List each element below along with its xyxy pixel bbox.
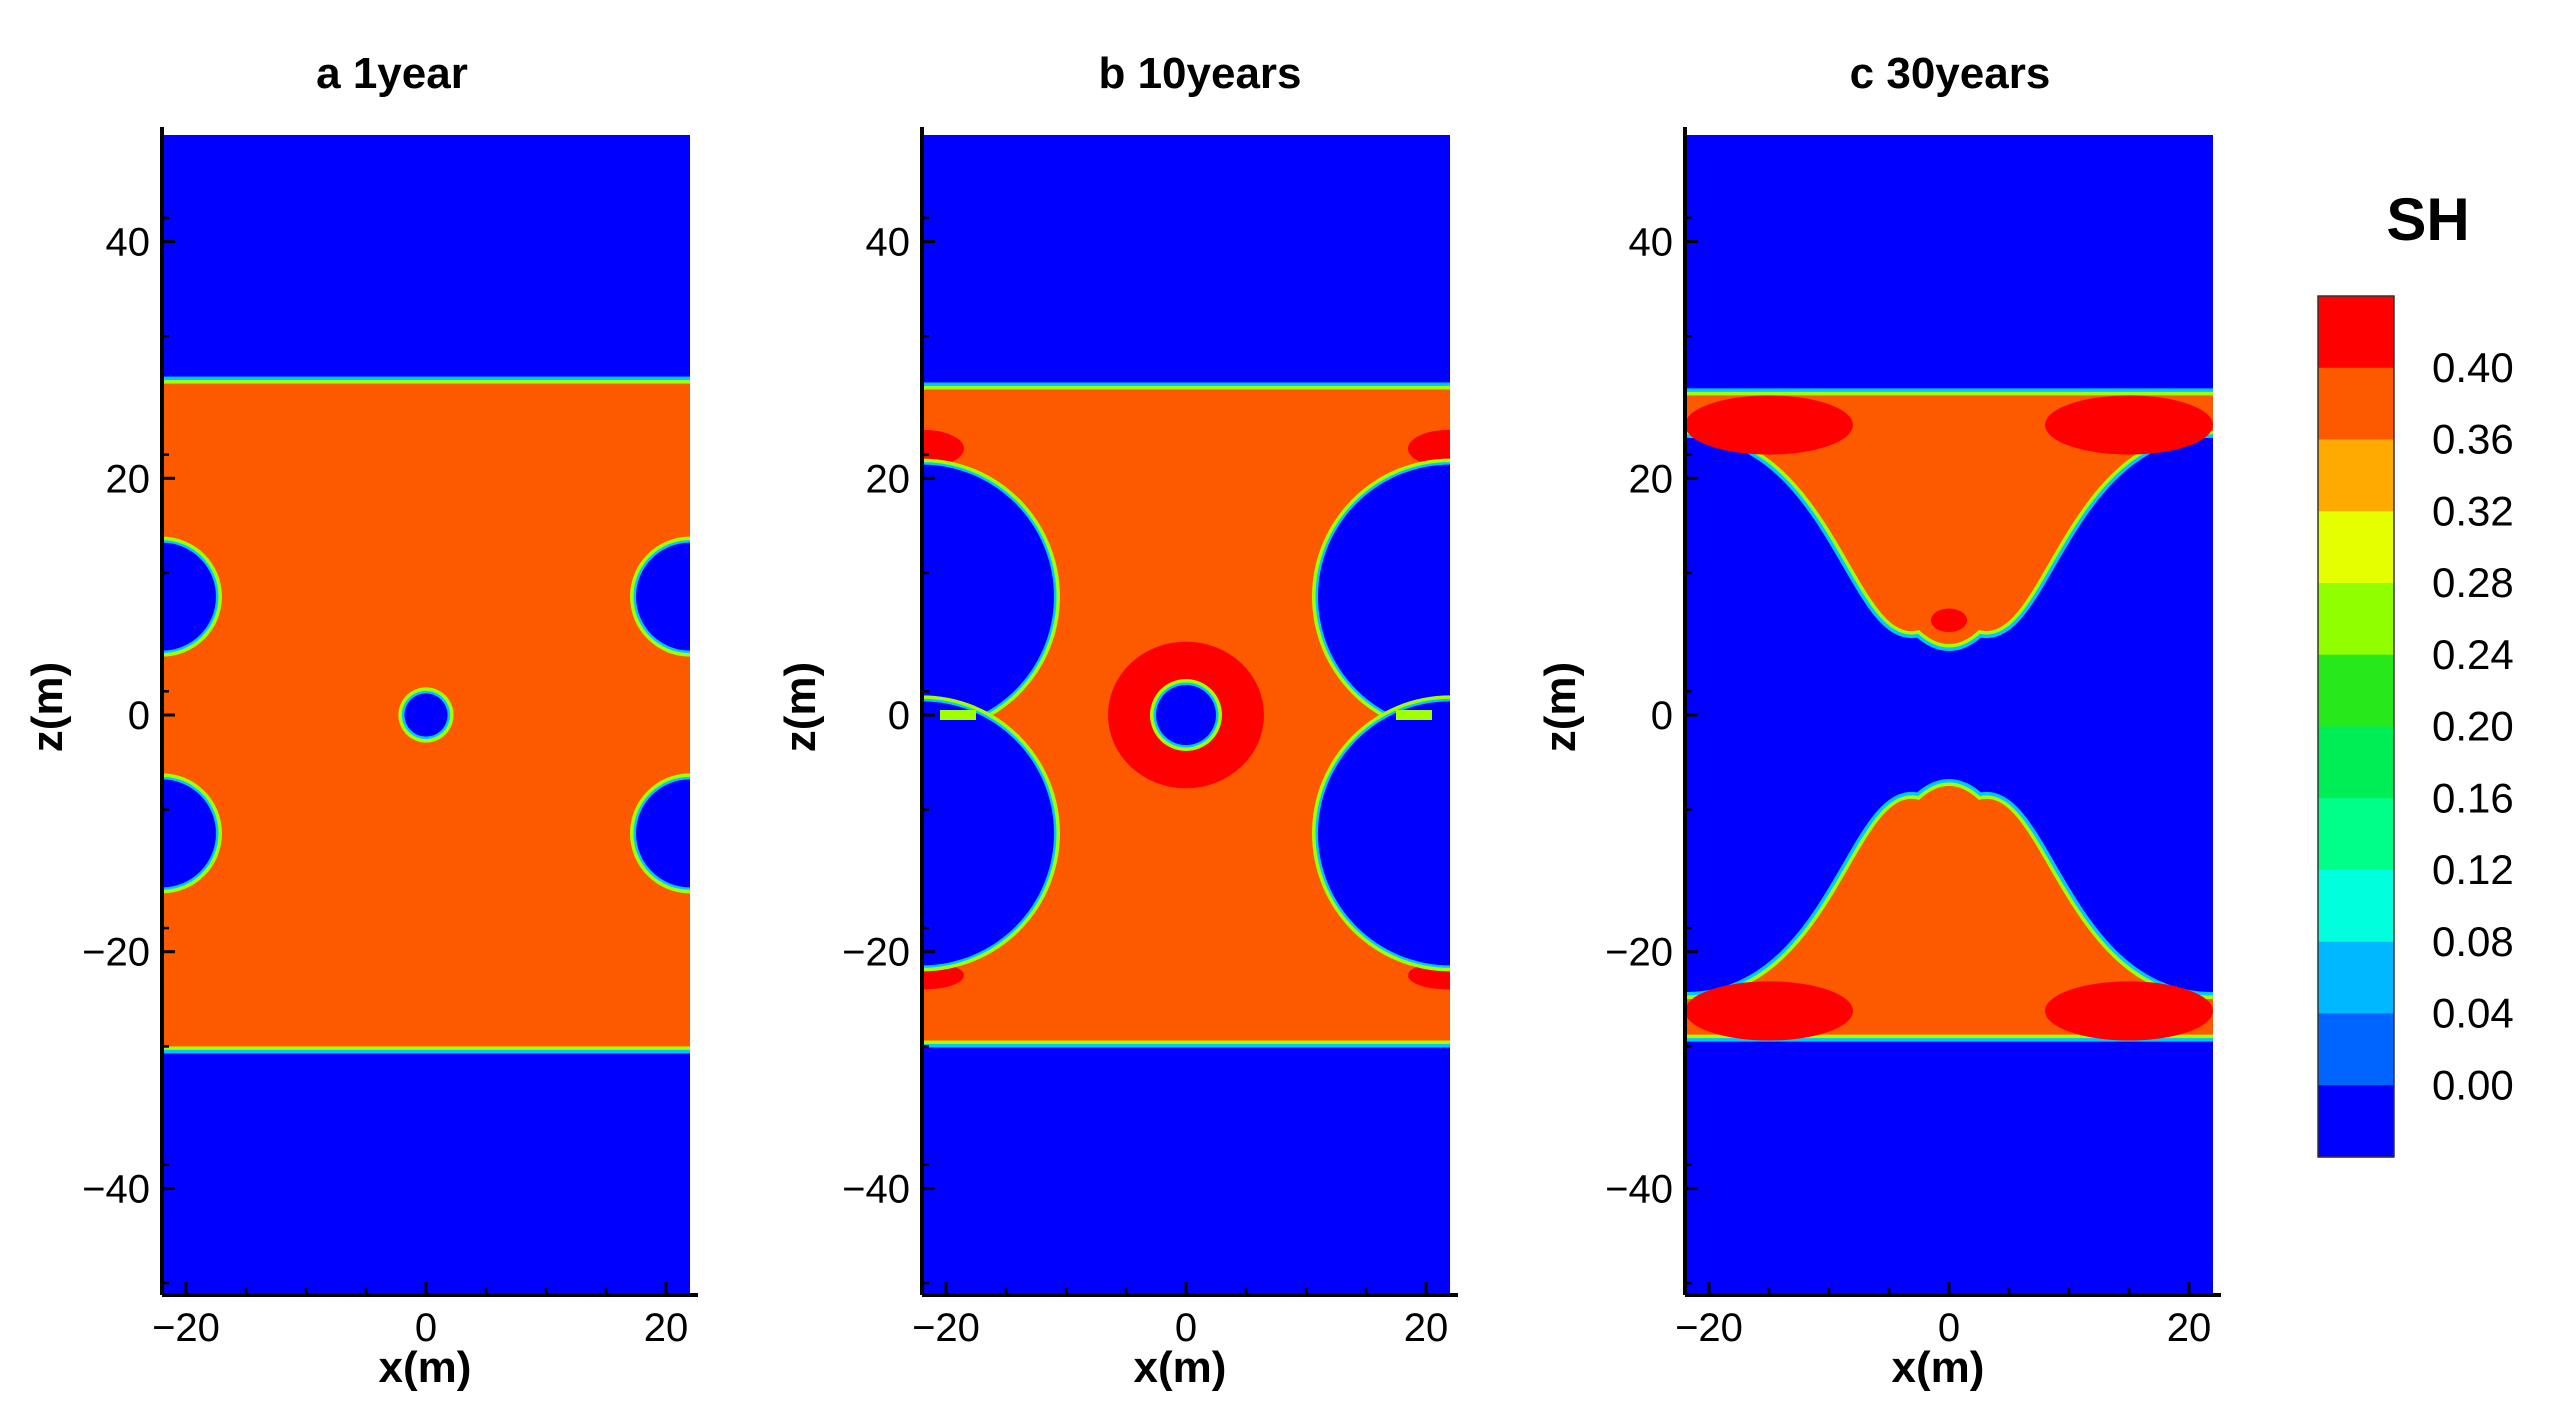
- panel-b-y-tick-label: −20: [842, 931, 910, 975]
- colorbar-label: 0.20: [2432, 703, 2514, 750]
- panel-a-axes: −40 −20 0 20 40 −20 0 20: [82, 127, 698, 1350]
- panel-b-transition-streak: [940, 710, 976, 720]
- panel-a-y-axis-label: z(m): [23, 662, 72, 752]
- panel-a-y-tick-label: −40: [82, 1167, 150, 1211]
- panel-b-axes: −40 −20 0 20 40 −20 0 20: [842, 127, 1458, 1350]
- panel-c-plot-area: [1685, 135, 2213, 1295]
- colorbar-label: 0.36: [2432, 416, 2514, 463]
- panel-c-y-axis-label: z(m): [1536, 662, 1585, 752]
- panel-b-high-saturation-zone: [1408, 429, 1450, 468]
- panel-b-y-axis-label: z(m): [776, 662, 825, 752]
- colorbar-swatch: [2318, 1085, 2394, 1158]
- panel-b-y-tick-label: 0: [888, 694, 910, 738]
- panel-c-x-tick-label: 0: [1938, 1306, 1960, 1350]
- panel-a-y-tick-label: 20: [106, 457, 151, 501]
- colorbar-swatch: [2318, 941, 2394, 1015]
- panel-a-depleted-zone: [636, 542, 690, 651]
- panel-a-x-tick-label: −20: [152, 1306, 220, 1350]
- panel-c-y-tick-label: −40: [1605, 1167, 1673, 1211]
- panel-c: c 30years −40 −20 0 20 40 −20 0 20 x(m) z(m): [1536, 49, 2221, 1392]
- colorbar-swatch: [2318, 367, 2394, 441]
- colorbar-swatch: [2318, 439, 2394, 512]
- panel-b-plot-area: [922, 135, 1450, 1295]
- panel-a-x-tick-label: 0: [415, 1306, 437, 1350]
- colorbar-labels: 0.40 0.36 0.32 0.28 0.24 0.20 0.16 0.12 0.08 0.04…: [2432, 344, 2514, 1109]
- panel-b-depleted-lobe: [922, 464, 1054, 729]
- panel-c-y-tick-label: 20: [1629, 457, 1674, 501]
- panel-a: a 1year −40 −20 0 20 40 −20 0 20 x(m) z(m): [23, 49, 698, 1392]
- colorbar-swatch: [2318, 583, 2394, 656]
- panel-a-y-tick-label: −20: [82, 931, 150, 975]
- panel-b-depleted-lobe: [1318, 464, 1450, 729]
- colorbar-swatch: [2318, 511, 2394, 584]
- panel-b-y-tick-label: 20: [866, 457, 911, 501]
- colorbar-swatch: [2318, 726, 2394, 799]
- panel-a-x-tick-label: 20: [644, 1306, 689, 1350]
- panel-c-upper-remaining-hydrate: [1685, 395, 2213, 645]
- panel-a-depleted-zone: [162, 779, 216, 888]
- panel-b-y-tick-label: −40: [842, 1167, 910, 1211]
- panel-a-title: a 1year: [316, 49, 468, 98]
- colorbar-label: 0.00: [2432, 1061, 2514, 1108]
- panel-c-high-saturation-zone: [2045, 981, 2213, 1041]
- panel-b-x-tick-label: −20: [912, 1306, 980, 1350]
- panel-c-high-saturation-zone: [2045, 395, 2213, 455]
- panel-c-y-tick-label: 0: [1651, 694, 1673, 738]
- panel-b: b 10years −40 −20 0 20 40 −20 0 20 x(m) z(m): [776, 49, 1458, 1392]
- panel-c-title: c 30years: [1850, 49, 2051, 98]
- panel-a-plot-area: [162, 135, 690, 1295]
- colorbar-label: 0.04: [2432, 990, 2514, 1037]
- colorbar-swatch: [2318, 798, 2394, 871]
- panel-c-high-saturation-zone: [1931, 608, 1967, 633]
- panel-b-transition-streak: [1396, 710, 1432, 720]
- colorbar-title: SH: [2386, 186, 2469, 253]
- colorbar-label: 0.08: [2432, 918, 2514, 965]
- colorbar-swatch: [2318, 654, 2394, 728]
- panel-a-y-tick-label: 40: [106, 221, 151, 265]
- panel-b-x-tick-label: 0: [1175, 1306, 1197, 1350]
- colorbar-label: 0.24: [2432, 631, 2514, 678]
- panel-b-y-tick-label: 40: [866, 221, 911, 265]
- panel-b-title: b 10years: [1098, 49, 1301, 98]
- colorbar-label: 0.40: [2432, 344, 2514, 391]
- panel-b-x-tick-label: 20: [1404, 1306, 1449, 1350]
- colorbar-swatch: [2318, 1013, 2394, 1086]
- panel-b-depleted-lobe: [922, 701, 1054, 966]
- panel-c-high-saturation-zone: [1685, 981, 1853, 1041]
- colorbar-label: 0.16: [2432, 774, 2514, 821]
- panel-c-x-axis-label: x(m): [1892, 1343, 1985, 1392]
- panel-a-y-tick-label: 0: [128, 694, 150, 738]
- panel-b-central-well: [1156, 685, 1216, 745]
- panel-c-background: [1685, 135, 2213, 1295]
- panel-c-high-saturation-zone: [1685, 395, 1853, 455]
- colorbar-swatch: [2318, 870, 2394, 943]
- panel-a-x-axis-label: x(m): [379, 1343, 472, 1392]
- panel-a-depleted-zone: [636, 779, 690, 888]
- panel-c-axes: −40 −20 0 20 40 −20 0 20: [1605, 127, 2221, 1350]
- panel-c-x-tick-label: −20: [1675, 1306, 1743, 1350]
- panel-b-depleted-lobe: [1318, 701, 1450, 966]
- panel-c-x-tick-label: 20: [2167, 1306, 2212, 1350]
- panel-b-x-axis-label: x(m): [1134, 1343, 1227, 1392]
- colorbar-frame: [2317, 295, 2395, 1158]
- panel-c-lower-remaining-hydrate: [1685, 785, 2213, 1035]
- colorbar-label: 0.12: [2432, 846, 2514, 893]
- colorbar: SH 0.400.360.320.280.240.200.160.120.080…: [2317, 186, 2514, 1158]
- panel-c-y-tick-label: −20: [1605, 931, 1673, 975]
- panel-c-y-tick-label: 40: [1629, 221, 1674, 265]
- colorbar-label: 0.28: [2432, 559, 2514, 606]
- colorbar-label: 0.32: [2432, 487, 2514, 534]
- colorbar-swatches: [2317, 295, 2395, 1158]
- panel-b-high-saturation-zone: [922, 429, 964, 468]
- panel-a-depleted-zone: [404, 693, 448, 737]
- colorbar-swatch: [2318, 296, 2394, 369]
- panel-a-depleted-zone: [162, 542, 216, 651]
